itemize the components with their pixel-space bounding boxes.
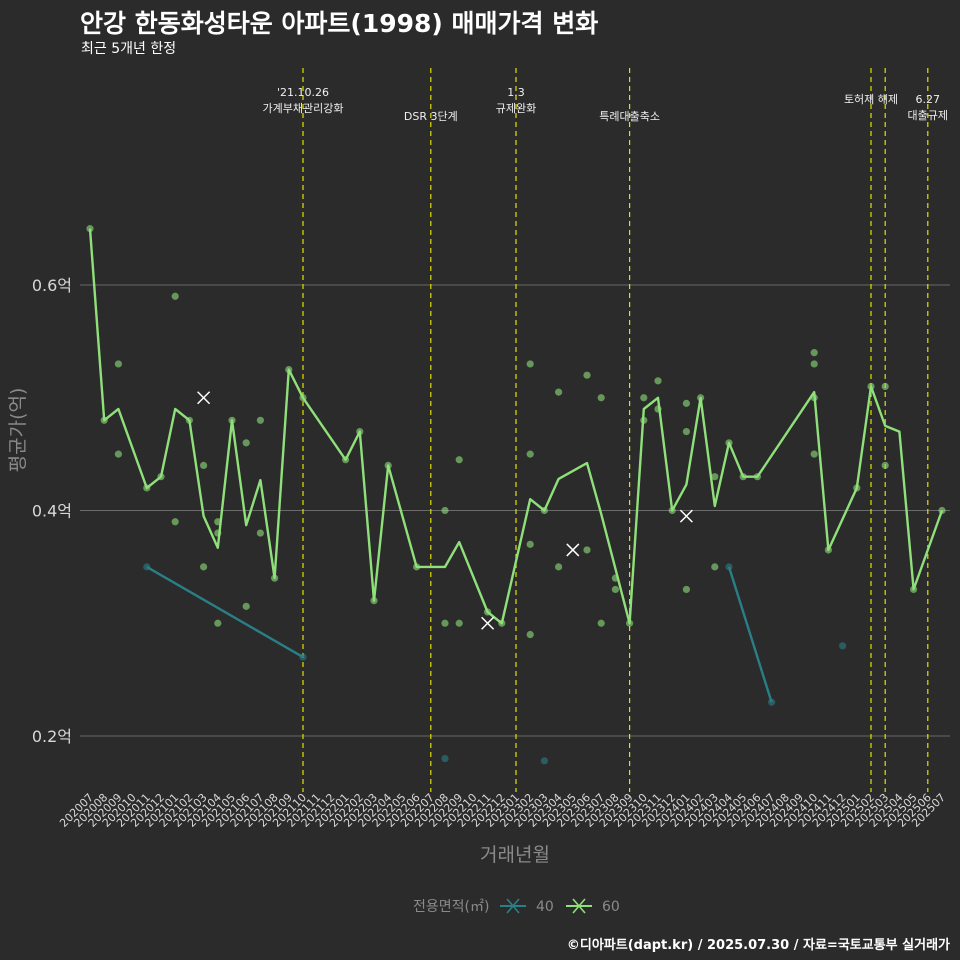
legend-label-60: 60 [602,899,620,915]
data-point-60 [200,461,208,469]
y-tick-label: 0.4억 [32,502,72,521]
legend-key-cross-40 [506,898,520,914]
data-point-60 [810,450,818,458]
data-point-60 [682,427,691,436]
data-point-60 [711,563,719,571]
y-axis-title: 평균가(억) [7,388,29,473]
cross-marker [197,391,211,405]
data-point-60 [256,529,264,537]
data-point-60 [526,630,534,639]
data-point-60 [583,371,591,379]
data-point-60 [114,360,122,368]
event-label: 대출규제 [908,109,948,122]
data-point-60 [526,360,534,368]
data-point-60 [555,388,563,396]
y-tick-label: 0.2억 [32,727,72,746]
data-point-60 [654,377,662,385]
data-point-60 [455,619,463,627]
data-point-60 [214,619,222,627]
data-point-60 [256,416,264,424]
data-point-60 [583,546,591,554]
data-point-60 [881,382,889,391]
event-label: 특례대출축소 [599,110,660,123]
chart-subtitle: 최근 5개년 한정 [81,41,177,57]
data-point-60 [597,394,605,402]
data-point-60 [810,349,818,357]
data-point-60 [810,360,818,368]
x-axis-title: 거래년월 [480,844,550,866]
data-point-60 [455,456,463,464]
event-label: 규제완화 [496,102,536,115]
series-line-40 [727,566,773,703]
data-point-60 [597,619,605,627]
cross-marker [481,616,495,630]
legend-label-40: 40 [536,899,554,915]
data-point-60 [682,399,691,407]
data-point-40 [540,757,549,765]
event-label: 1.3 [507,86,525,99]
data-point-60 [881,461,889,469]
data-point-60 [441,619,449,627]
event-label: 6.27 [916,93,941,106]
cross-marker [566,543,580,557]
data-point-60 [526,540,534,548]
data-point-40 [839,642,847,650]
data-point-60 [682,585,691,594]
data-point-60 [242,439,250,447]
source-caption: ©디아파트(dapt.kr) / 2025.07.30 / 자료=국토교통부 실… [566,938,950,953]
event-label: 토허제 해제 [844,92,898,106]
data-point-60 [171,518,179,526]
chart-title: 안강 한동화성타운 아파트(1998) 매매가격 변화 [80,9,599,38]
legend-key-cross-60 [572,898,586,914]
series-line-60 [88,228,944,625]
data-point-60 [526,450,534,458]
data-point-60 [711,473,719,481]
data-point-60 [242,602,250,610]
data-point-60 [171,292,179,300]
event-label: '21.10.26 [277,86,329,99]
event-label: 가계부채관리강화 [263,102,344,115]
data-point-60 [114,450,122,458]
data-point-40 [441,754,449,763]
y-tick-label: 0.6억 [32,276,72,295]
data-point-60 [640,394,648,402]
data-point-60 [555,563,563,571]
series-line-40 [146,565,304,659]
legend-title: 전용면적(㎡) [413,899,489,915]
event-label: DSR 3단계 [404,110,458,123]
data-point-60 [611,585,620,594]
data-point-60 [200,563,208,571]
data-point-60 [441,506,449,515]
cross-marker [679,509,693,523]
